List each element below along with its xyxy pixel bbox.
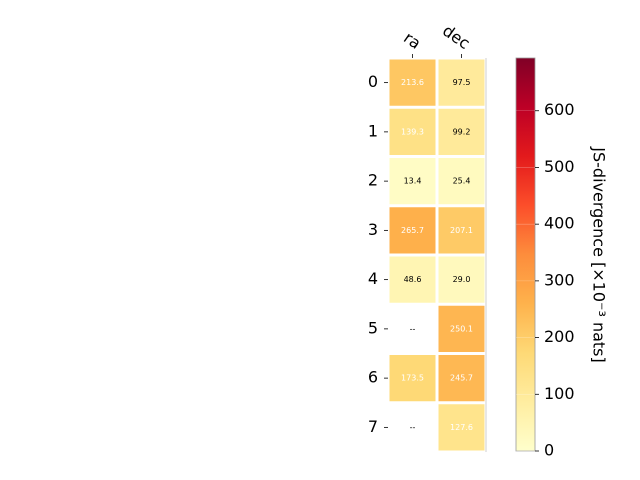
cell-value-label: 213.6 — [401, 78, 424, 87]
cell-value-label: 139.3 — [401, 127, 424, 136]
row-label: 0 — [368, 72, 378, 91]
cell-value-label: 265.7 — [401, 226, 424, 235]
cell-value-label: 245.7 — [450, 374, 473, 383]
cell-value-label: -- — [410, 423, 416, 432]
colorbar: 0 100 200 300 400 500 600 JS-divergence [×10⁻³… — [515, 57, 609, 460]
heatmap-cell — [438, 207, 485, 254]
colorbar-tick-label: 200 — [544, 327, 575, 346]
colorbar-tick-label: 400 — [544, 214, 575, 233]
column-label: ra — [400, 28, 424, 53]
row-label: 7 — [368, 417, 378, 436]
cell-value-label: -- — [410, 324, 416, 333]
colorbar-gradient — [515, 57, 536, 452]
heatmap-cell — [389, 256, 436, 303]
cell-value-label: 250.1 — [450, 324, 473, 333]
colorbar-ticks: 0 100 200 300 400 500 600 — [516, 100, 575, 460]
cell-value-label: 127.6 — [450, 423, 473, 432]
cell-value-label: 207.1 — [450, 226, 473, 235]
row-label: 3 — [368, 220, 378, 239]
cell-value-label: 29.0 — [453, 275, 471, 284]
cell-value-label: 99.2 — [453, 127, 471, 136]
cell-value-label: 173.5 — [401, 374, 424, 383]
heatmap-cell — [389, 108, 436, 155]
column-label: dec — [439, 21, 473, 53]
colorbar-tick-label: 600 — [544, 100, 575, 119]
heatmap-cell — [389, 158, 436, 205]
heatmap-cell — [438, 59, 485, 106]
heatmap-cell — [389, 355, 436, 402]
heatmap-cell — [438, 404, 485, 451]
colorbar-tick-label: 300 — [544, 270, 575, 289]
cell-value-label: 13.4 — [404, 177, 422, 186]
heatmap-cell — [438, 305, 485, 352]
heatmap-cell — [438, 108, 485, 155]
row-label: 4 — [368, 269, 378, 288]
colorbar-label: JS-divergence [×10⁻³ nats] — [590, 146, 609, 362]
heatmap-cell — [438, 256, 485, 303]
heatmap-cell — [389, 59, 436, 106]
heatmap-cell — [438, 355, 485, 402]
row-label: 2 — [368, 171, 378, 190]
heatmap-cells: 213.6 97.5 139.3 99.2 13.4 25.4 265.7 207.1 48.6… — [389, 58, 487, 452]
cell-value-label: 97.5 — [453, 78, 471, 87]
heatmap-cell — [438, 158, 485, 205]
heatmap-axes: 0 1 2 3 4 5 6 7 ra dec — [368, 21, 474, 436]
colorbar-tick-label: 0 — [544, 441, 554, 460]
colorbar-tick-label: 100 — [544, 384, 575, 403]
heatmap-cell — [389, 207, 436, 254]
cell-value-label: 48.6 — [404, 275, 422, 284]
colorbar-tick-label: 500 — [544, 157, 575, 176]
row-label: 6 — [368, 368, 378, 387]
row-label: 5 — [368, 318, 378, 337]
row-label: 1 — [368, 121, 378, 140]
cell-value-label: 25.4 — [453, 177, 471, 186]
